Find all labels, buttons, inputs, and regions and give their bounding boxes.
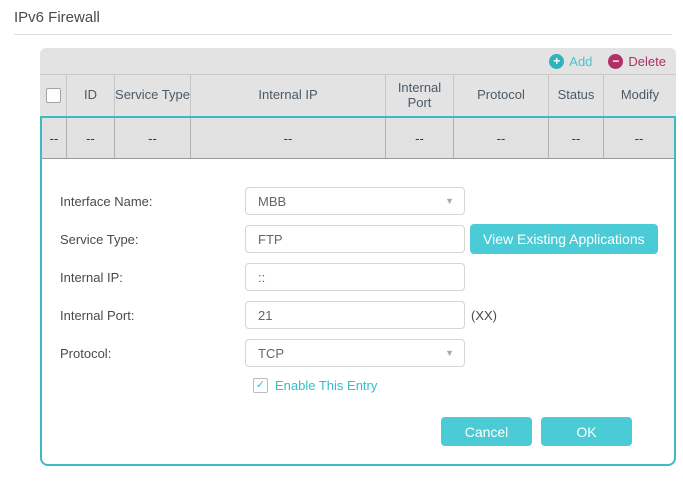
- delete-button[interactable]: − Delete: [608, 53, 666, 69]
- entry-form: Interface Name: MBB ▼ Service Type: View…: [42, 159, 674, 464]
- row-cell-select: --: [49, 130, 59, 146]
- ok-button[interactable]: OK: [541, 417, 632, 446]
- firewall-table-panel: + Add − Delete ID Service Type Internal …: [40, 48, 676, 466]
- header-cell-internal-ip: Internal IP: [190, 75, 385, 116]
- interface-name-select[interactable]: MBB ▼: [245, 187, 465, 215]
- add-button-label: Add: [569, 53, 593, 69]
- interface-name-value: MBB: [258, 193, 287, 209]
- protocol-row: Protocol: TCP ▼: [60, 339, 674, 367]
- form-buttons: Cancel OK: [60, 417, 674, 446]
- header-cell-id: ID: [66, 75, 114, 116]
- row-cell-service-type: --: [114, 118, 190, 158]
- view-existing-applications-button[interactable]: View Existing Applications: [470, 224, 658, 254]
- internal-ip-row: Internal IP:: [60, 263, 674, 291]
- protocol-label: Protocol:: [60, 345, 112, 361]
- interface-name-row: Interface Name: MBB ▼: [60, 187, 674, 215]
- header-cell-service-type: Service Type: [114, 75, 190, 116]
- header-cell-status: Status: [548, 75, 603, 116]
- header-cell-protocol: Protocol: [453, 75, 548, 116]
- table-row: -- -- -- -- -- -- -- --: [42, 118, 674, 159]
- header-cell-select: [40, 75, 66, 116]
- internal-ip-input[interactable]: [245, 263, 465, 291]
- row-cell-internal-port: --: [385, 118, 453, 158]
- internal-port-input[interactable]: [245, 301, 465, 329]
- table-header-row: ID Service Type Internal IP Internal Por…: [40, 74, 676, 116]
- table-toolbar: + Add − Delete: [40, 48, 676, 74]
- internal-port-label: Internal Port:: [60, 307, 135, 323]
- delete-minus-icon: −: [608, 53, 624, 69]
- select-all-checkbox[interactable]: [45, 88, 61, 103]
- protocol-value: TCP: [258, 345, 284, 361]
- service-type-label: Service Type:: [60, 231, 139, 247]
- add-plus-icon: +: [549, 53, 565, 69]
- service-type-row: Service Type: View Existing Applications: [60, 224, 674, 254]
- row-cell-id: --: [66, 118, 114, 158]
- page: IPv6 Firewall + Add − Delete ID Service …: [0, 9, 683, 466]
- internal-port-hint: (XX): [471, 307, 497, 323]
- header-cell-modify: Modify: [603, 75, 676, 116]
- header-cell-internal-port: Internal Port: [385, 75, 453, 116]
- row-cell-modify: --: [603, 118, 674, 158]
- row-cell-status: --: [548, 118, 603, 158]
- row-cell-protocol: --: [453, 118, 548, 158]
- enable-entry-label[interactable]: Enable This Entry: [275, 377, 378, 393]
- dropdown-arrow-icon: ▼: [445, 195, 454, 206]
- delete-button-label: Delete: [628, 53, 666, 69]
- cancel-button[interactable]: Cancel: [441, 417, 532, 446]
- title-divider: [14, 34, 672, 35]
- service-type-input[interactable]: [245, 225, 465, 253]
- protocol-select[interactable]: TCP ▼: [245, 339, 465, 367]
- edit-entry-container: -- -- -- -- -- -- -- -- Interface Name: …: [40, 116, 676, 466]
- internal-ip-label: Internal IP:: [60, 269, 123, 285]
- row-cell-internal-ip: --: [190, 118, 385, 158]
- enable-entry-row: ✓ Enable This Entry: [253, 377, 674, 393]
- enable-entry-checkbox[interactable]: ✓: [253, 377, 268, 393]
- interface-name-label: Interface Name:: [60, 193, 153, 209]
- add-button[interactable]: + Add: [549, 53, 593, 69]
- dropdown-arrow-icon: ▼: [445, 347, 454, 358]
- page-title: IPv6 Firewall: [14, 9, 100, 26]
- internal-port-row: Internal Port: (XX): [60, 301, 674, 329]
